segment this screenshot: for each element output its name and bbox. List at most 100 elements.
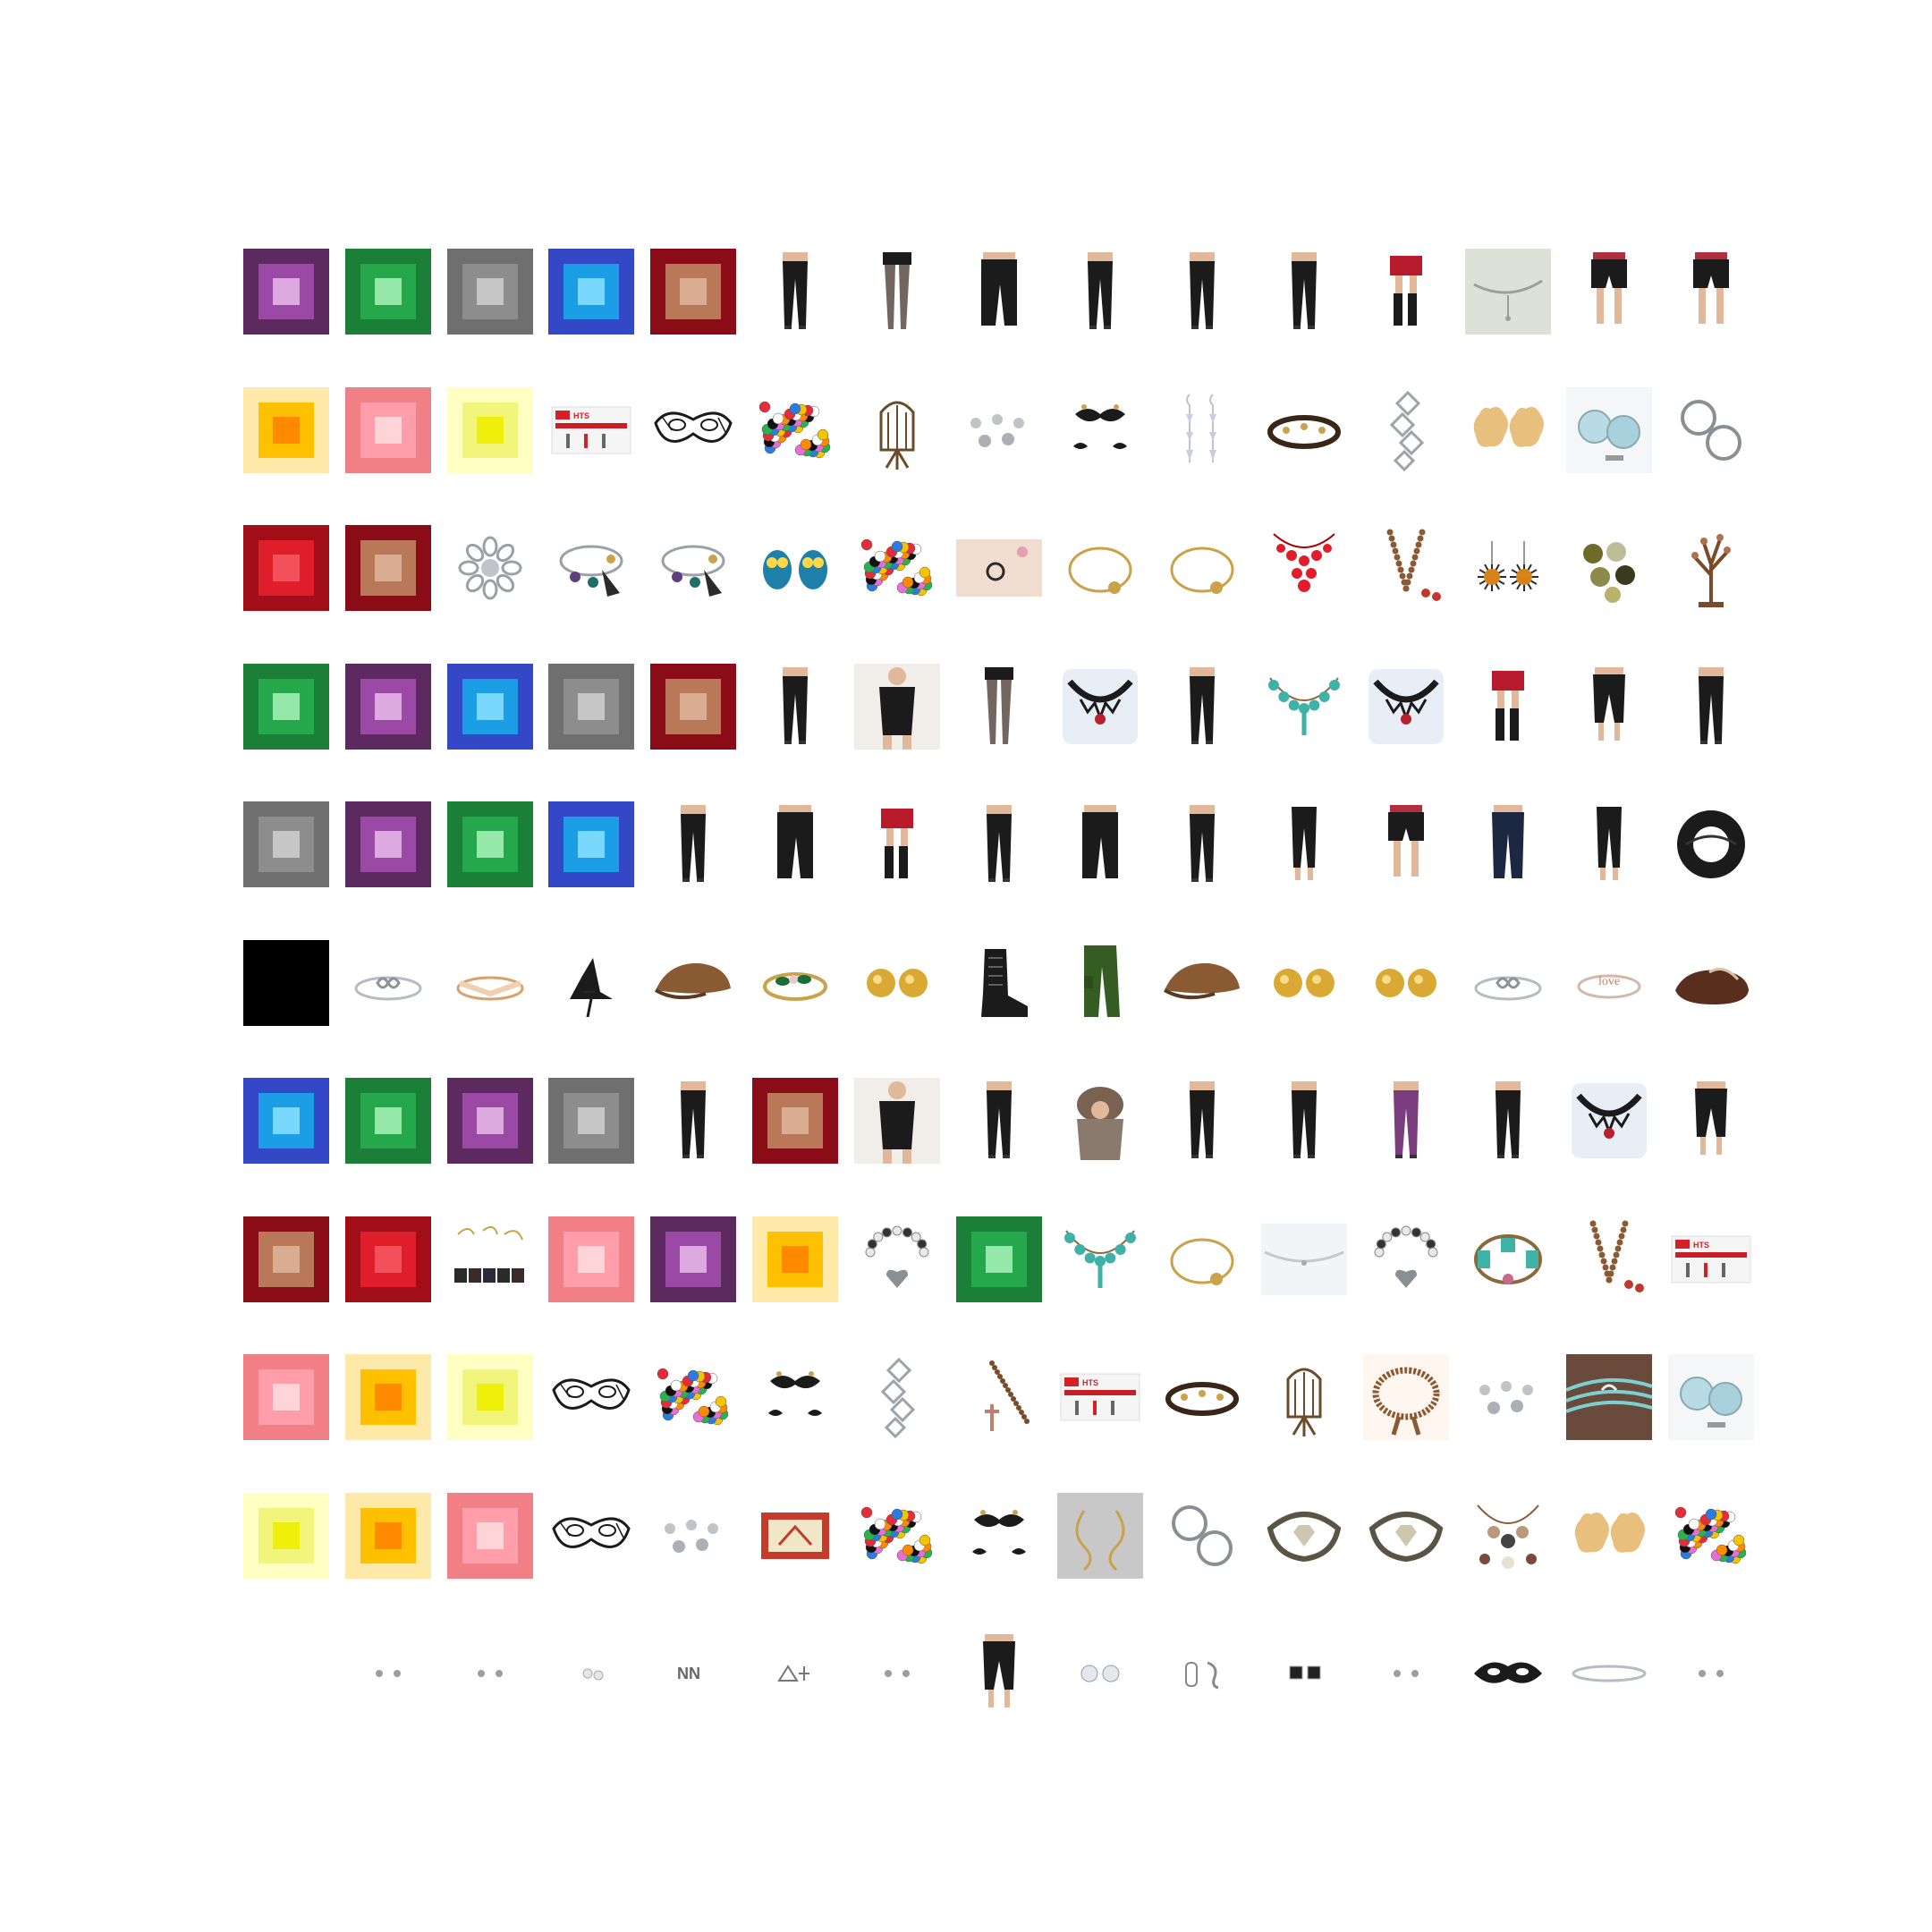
product-thumbnail[interactable]	[1566, 1216, 1652, 1302]
product-thumbnail[interactable]	[752, 249, 838, 335]
product-thumbnail[interactable]	[1159, 1216, 1245, 1302]
product-thumbnail[interactable]	[956, 249, 1042, 335]
product-thumbnail[interactable]	[1566, 1078, 1652, 1164]
product-thumbnail[interactable]	[1159, 664, 1245, 750]
product-thumbnail[interactable]	[1159, 249, 1245, 335]
product-thumbnail[interactable]	[752, 525, 838, 611]
product-thumbnail[interactable]	[1363, 387, 1449, 473]
product-thumbnail[interactable]	[956, 940, 1042, 1026]
color-swatch-tile[interactable]	[243, 1493, 329, 1579]
color-swatch-tile[interactable]	[447, 664, 533, 750]
color-swatch-tile[interactable]	[243, 1078, 329, 1164]
color-swatch-tile[interactable]	[345, 387, 431, 473]
product-thumbnail[interactable]	[1465, 249, 1551, 335]
product-thumbnail[interactable]: HTS	[548, 387, 634, 473]
color-swatch-tile[interactable]	[548, 801, 634, 887]
color-swatch-tile[interactable]	[345, 1216, 431, 1302]
product-thumbnail[interactable]	[447, 940, 533, 1026]
product-thumbnail[interactable]	[1668, 801, 1754, 887]
product-thumbnail[interactable]	[1057, 1078, 1143, 1164]
product-thumbnail[interactable]	[1261, 249, 1347, 335]
product-thumbnail[interactable]	[854, 1354, 940, 1440]
product-thumbnail[interactable]	[1363, 1354, 1449, 1440]
product-thumbnail[interactable]	[956, 387, 1042, 473]
product-thumbnail[interactable]	[1057, 940, 1143, 1026]
product-thumbnail[interactable]: HTS	[1057, 1354, 1143, 1440]
color-swatch-tile[interactable]	[548, 1078, 634, 1164]
product-thumbnail[interactable]	[956, 664, 1042, 750]
product-thumbnail[interactable]	[1465, 1078, 1551, 1164]
product-thumbnail[interactable]	[1363, 664, 1449, 750]
product-thumbnail[interactable]	[1566, 801, 1652, 887]
product-thumbnail[interactable]	[1566, 1354, 1652, 1440]
color-swatch-tile[interactable]	[650, 249, 736, 335]
product-thumbnail[interactable]	[345, 940, 431, 1026]
product-thumbnail[interactable]	[1057, 1493, 1143, 1579]
product-thumbnail[interactable]	[1159, 940, 1245, 1026]
product-thumbnail[interactable]	[1668, 664, 1754, 750]
product-thumbnail[interactable]	[1668, 940, 1754, 1026]
product-thumbnail[interactable]	[1057, 387, 1143, 473]
product-thumbnail[interactable]	[1261, 940, 1347, 1026]
product-thumbnail[interactable]	[1363, 801, 1449, 887]
product-thumbnail[interactable]	[1465, 1493, 1551, 1579]
product-thumbnail[interactable]	[1668, 1631, 1754, 1716]
product-thumbnail[interactable]	[1159, 1078, 1245, 1164]
product-thumbnail[interactable]	[1363, 249, 1449, 335]
product-thumbnail[interactable]	[854, 1078, 940, 1164]
product-thumbnail[interactable]	[854, 387, 940, 473]
product-thumbnail[interactable]	[1465, 801, 1551, 887]
product-thumbnail[interactable]	[1057, 801, 1143, 887]
product-thumbnail[interactable]	[854, 664, 940, 750]
color-swatch-tile[interactable]	[243, 387, 329, 473]
product-thumbnail[interactable]	[854, 1631, 940, 1716]
product-thumbnail[interactable]	[1566, 1631, 1652, 1716]
product-thumbnail[interactable]	[1566, 387, 1652, 473]
product-thumbnail[interactable]	[548, 940, 634, 1026]
product-thumbnail[interactable]	[548, 1354, 634, 1440]
color-swatch-tile[interactable]	[243, 249, 329, 335]
color-swatch-tile[interactable]	[548, 664, 634, 750]
empty-tile[interactable]	[243, 1631, 329, 1716]
product-thumbnail[interactable]	[752, 1354, 838, 1440]
product-thumbnail[interactable]	[752, 664, 838, 750]
color-swatch-tile[interactable]	[956, 1216, 1042, 1302]
product-thumbnail[interactable]	[447, 1631, 533, 1716]
color-swatch-tile[interactable]	[345, 1078, 431, 1164]
product-thumbnail[interactable]	[650, 387, 736, 473]
product-thumbnail[interactable]: NN	[650, 1631, 736, 1716]
color-swatch-tile[interactable]	[345, 1493, 431, 1579]
color-swatch-tile[interactable]	[752, 1216, 838, 1302]
product-thumbnail[interactable]	[1057, 1216, 1143, 1302]
product-thumbnail[interactable]	[1261, 664, 1347, 750]
product-thumbnail[interactable]	[1566, 1493, 1652, 1579]
product-thumbnail[interactable]	[1261, 1493, 1347, 1579]
product-thumbnail[interactable]	[752, 387, 838, 473]
product-thumbnail[interactable]	[1566, 525, 1652, 611]
product-thumbnail[interactable]	[752, 1493, 838, 1579]
product-thumbnail[interactable]	[1668, 1354, 1754, 1440]
product-thumbnail[interactable]	[854, 249, 940, 335]
product-thumbnail[interactable]	[1057, 525, 1143, 611]
product-thumbnail[interactable]	[1363, 1216, 1449, 1302]
color-swatch-tile[interactable]	[345, 525, 431, 611]
product-thumbnail[interactable]	[854, 801, 940, 887]
product-thumbnail[interactable]	[752, 801, 838, 887]
product-thumbnail[interactable]	[1159, 1493, 1245, 1579]
color-swatch-tile[interactable]	[447, 1354, 533, 1440]
color-swatch-tile[interactable]	[447, 1493, 533, 1579]
product-thumbnail[interactable]	[447, 525, 533, 611]
product-thumbnail[interactable]	[956, 525, 1042, 611]
product-thumbnail[interactable]	[548, 1631, 634, 1716]
product-thumbnail[interactable]	[1465, 1216, 1551, 1302]
product-thumbnail[interactable]	[752, 940, 838, 1026]
color-swatch-tile[interactable]	[345, 664, 431, 750]
color-swatch-tile[interactable]	[243, 664, 329, 750]
product-thumbnail[interactable]	[752, 1631, 838, 1716]
product-thumbnail[interactable]	[1261, 387, 1347, 473]
product-thumbnail[interactable]	[956, 1354, 1042, 1440]
product-thumbnail[interactable]	[1668, 387, 1754, 473]
product-thumbnail[interactable]	[1363, 1493, 1449, 1579]
color-swatch-tile[interactable]	[243, 1216, 329, 1302]
color-swatch-tile[interactable]	[447, 1078, 533, 1164]
